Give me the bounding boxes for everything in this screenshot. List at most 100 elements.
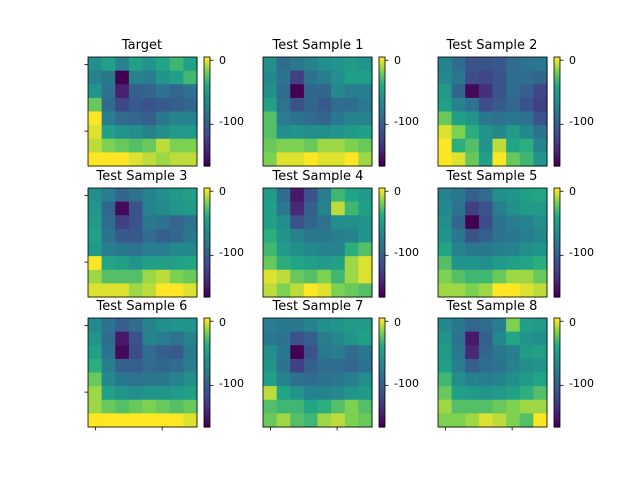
heatmap-cell xyxy=(303,215,319,230)
colorbar-segment xyxy=(554,377,560,382)
heatmap-cell xyxy=(465,215,480,230)
heatmap-cell xyxy=(88,413,103,428)
heatmap-cell xyxy=(344,201,359,216)
heatmap-cell xyxy=(142,331,157,346)
colorbar-segment xyxy=(554,234,560,238)
heatmap-cell xyxy=(303,269,319,284)
heatmap-cell xyxy=(478,372,494,387)
heatmap-cell xyxy=(303,413,319,428)
colorbar-segment xyxy=(554,264,560,268)
heatmap-cell xyxy=(101,399,116,414)
heatmap-cell xyxy=(465,283,480,298)
heatmap-cell xyxy=(303,201,319,216)
heatmap-cell xyxy=(506,138,521,153)
heatmap-cell xyxy=(169,152,184,167)
colorbar-tick-label: 0 xyxy=(394,54,401,67)
heatmap-cell xyxy=(88,57,103,72)
heatmap-cell xyxy=(169,138,184,153)
colorbar-segment xyxy=(379,350,385,355)
colorbar-segment xyxy=(554,220,560,225)
heatmap-cell xyxy=(115,152,130,167)
colorbar-segment xyxy=(204,328,210,333)
heatmap-cell xyxy=(183,97,198,113)
heatmap-cell xyxy=(128,188,144,203)
heatmap-cell xyxy=(519,399,534,414)
colorbar-segment xyxy=(379,114,385,118)
heatmap-cell xyxy=(358,256,373,271)
heatmap-cell xyxy=(263,345,278,360)
heatmap-cell xyxy=(519,70,534,85)
heatmap-cell xyxy=(465,57,480,72)
heatmap-cell xyxy=(156,345,171,360)
colorbar-segment xyxy=(379,226,385,230)
heatmap-cell xyxy=(358,358,373,374)
colorbar-segment xyxy=(379,67,385,72)
heatmap-cell xyxy=(303,283,319,298)
heatmap-cell xyxy=(263,125,278,140)
heatmap-cell xyxy=(88,331,103,346)
heatmap-cell xyxy=(492,57,507,72)
colorbar-segment xyxy=(379,294,385,298)
heatmap-cell xyxy=(290,97,305,113)
heatmap-cell xyxy=(303,242,319,257)
colorbar-segment xyxy=(554,402,560,406)
colorbar-segment xyxy=(554,95,560,99)
colorbar-segment xyxy=(554,361,560,365)
colorbar-frame xyxy=(203,187,211,298)
colorbar-segment xyxy=(204,231,210,235)
colorbar-segment xyxy=(204,215,210,219)
colorbar-segment xyxy=(554,65,560,69)
colorbar-segment xyxy=(204,375,210,379)
heatmap-cell xyxy=(88,269,103,284)
heatmap-cell xyxy=(169,358,184,374)
heatmap-cell xyxy=(506,269,521,284)
heatmap-cell xyxy=(290,318,305,333)
colorbar-segment xyxy=(379,231,385,235)
colorbar-segment xyxy=(204,67,210,72)
heatmap-cell xyxy=(451,345,466,360)
colorbar-segment xyxy=(379,125,385,129)
colorbar-segment xyxy=(204,70,210,74)
colorbar-segment xyxy=(204,267,210,271)
heatmap-cell xyxy=(290,201,305,216)
colorbar-segment xyxy=(379,92,385,96)
colorbar-tick-label: -100 xyxy=(219,246,244,259)
heatmap-cell xyxy=(358,138,373,153)
heatmap-cell xyxy=(263,256,278,271)
colorbar-segment xyxy=(204,405,210,409)
heatmap-cell xyxy=(142,283,157,298)
heatmap-cell xyxy=(142,84,157,99)
heatmap-cell xyxy=(344,97,359,113)
heatmap-cell xyxy=(183,331,198,346)
heatmap-cell xyxy=(465,188,480,203)
heatmap-cell xyxy=(506,256,521,271)
heatmap-cell xyxy=(438,318,453,333)
colorbar-segment xyxy=(554,288,560,293)
colorbar-tick-label: 0 xyxy=(219,54,226,67)
colorbar-segment xyxy=(554,59,560,64)
heatmap-cell xyxy=(156,201,171,216)
colorbar-segment xyxy=(554,70,560,74)
heatmap-cell xyxy=(183,138,198,153)
heatmap-cell xyxy=(358,345,373,360)
heatmap-cell xyxy=(303,318,319,333)
colorbar-segment xyxy=(554,418,560,423)
colorbar-segment xyxy=(554,364,560,368)
heatmap-cell xyxy=(331,228,346,244)
colorbar-frame xyxy=(378,187,386,298)
colorbar-segment xyxy=(554,410,560,414)
heatmap-cell xyxy=(478,269,494,284)
colorbar-segment xyxy=(554,358,560,363)
heatmap-cell xyxy=(88,318,103,333)
colorbar-segment xyxy=(554,318,560,322)
heatmap-cell xyxy=(290,57,305,72)
colorbar-segment xyxy=(379,424,385,428)
heatmap-cell xyxy=(142,318,157,333)
colorbar-segment xyxy=(204,204,210,208)
colorbar-segment xyxy=(554,416,560,420)
colorbar-segment xyxy=(204,356,210,360)
colorbar-segment xyxy=(379,106,385,110)
heatmap-cell xyxy=(492,345,507,360)
colorbar-segment xyxy=(204,391,210,395)
colorbar-segment xyxy=(204,163,210,167)
